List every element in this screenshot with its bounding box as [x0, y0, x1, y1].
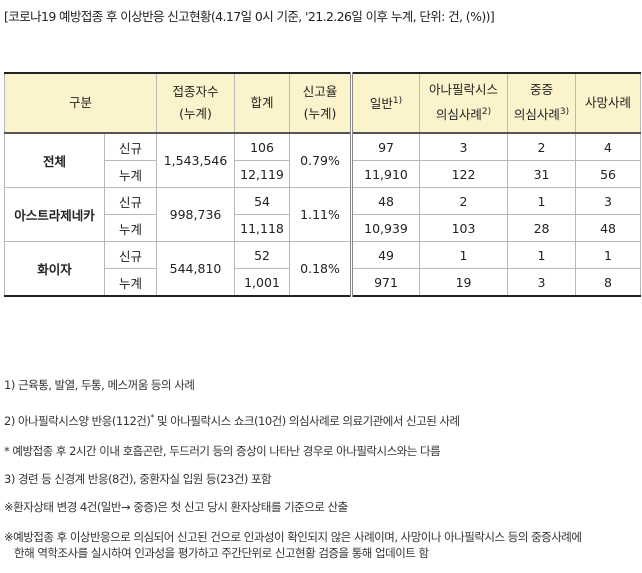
- cell-total: 54: [234, 187, 291, 215]
- footnote-1: 1) 근육통, 발열, 두통, 메스꺼움 등의 사례: [4, 378, 195, 392]
- cell-death: 3: [575, 187, 642, 215]
- cell-death: 4: [575, 132, 642, 161]
- cell-severe: 1: [507, 241, 577, 269]
- header-anaphylaxis: 아나필락시스 의심사례2): [419, 72, 509, 134]
- cell-rate: 0.18%: [289, 241, 353, 297]
- row-group-name: 화이자: [4, 241, 105, 297]
- header-death: 사망사례: [575, 72, 642, 134]
- header-anaphylaxis-line2: 의심사례2): [421, 101, 507, 126]
- cell-general: 48: [350, 187, 421, 215]
- cell-severe: 2: [507, 132, 577, 161]
- cell-vaccinated: 1,543,546: [156, 132, 236, 188]
- cell-total: 52: [234, 241, 291, 269]
- footnote-final: ※예방접종 후 이상반응으로 의심되어 신고된 건으로 인과성이 확인되지 않은…: [4, 529, 582, 561]
- footnote-final-line2: 한해 역학조사를 실시하여 인과성을 평가하고 주간단위로 신고현황 검증을 통…: [14, 546, 429, 560]
- cell-severe: 1: [507, 187, 577, 215]
- header-severe-line1: 중증: [530, 82, 554, 98]
- footnote-final-line1: ※예방접종 후 이상반응으로 의심되어 신고된 건으로 인과성이 확인되지 않은…: [4, 530, 582, 544]
- cell-general: 97: [350, 132, 421, 161]
- cell-rate: 1.11%: [289, 187, 353, 242]
- report-title: [코로나19 예방접종 후 이상반응 신고현황(4.17일 0시 기준, '21…: [4, 9, 495, 24]
- cell-severe: 31: [507, 160, 577, 188]
- cell-death: 56: [575, 160, 642, 188]
- row-sub-label: 신규: [103, 241, 158, 269]
- row-sub-label: 신규: [103, 187, 158, 215]
- row-sub-label: 신규: [103, 132, 158, 161]
- header-anaphylaxis-footnote: 2): [481, 107, 492, 118]
- header-anaphylaxis-line2-text: 의심사례: [435, 107, 482, 123]
- cell-vaccinated: 544,810: [156, 241, 236, 297]
- table-row: 전체 신규 1,543,546 106 0.79% 97 3 2 4: [4, 132, 642, 188]
- footnote-star: * 예방접종 후 2시간 이내 호흡곤란, 두드러기 등의 증상이 나타난 경우…: [4, 444, 441, 458]
- row-group-name: 전체: [4, 132, 105, 188]
- cell-vaccinated: 998,736: [156, 187, 236, 242]
- header-rate: 신고율 (누계): [289, 72, 353, 134]
- header-general-label: 일반: [369, 96, 393, 112]
- footnote-2-star: *: [150, 413, 154, 423]
- cell-rate: 0.79%: [289, 132, 353, 188]
- cell-death: 1: [575, 241, 642, 269]
- footnote-status-change: ※환자상태 변경 4건(일반→ 중증)은 첫 신고 당시 환자상태를 기준으로 …: [4, 500, 348, 514]
- cell-death: 48: [575, 214, 642, 242]
- footnote-3: 3) 경련 등 신경계 반응(8건), 중환자실 입원 등(23건) 포함: [4, 472, 272, 486]
- table-row: 화이자 신규 544,810 52 0.18% 49 1 1 1: [4, 241, 642, 297]
- header-vaccinated-line1: 접종자수: [172, 84, 219, 99]
- header-severe-line2-text: 의심사례: [513, 107, 560, 123]
- table-row: 누계 1,001 971 19 3 8: [5, 268, 642, 297]
- cell-anaphylaxis: 103: [419, 214, 509, 242]
- cell-general: 10,939: [350, 214, 421, 242]
- cell-general: 971: [350, 268, 421, 297]
- row-sub-label: 누계: [103, 160, 158, 188]
- header-rate-line1: 신고율: [302, 84, 338, 99]
- cell-total: 11,118: [234, 214, 291, 242]
- header-vaccinated: 접종자수 (누계): [156, 72, 236, 134]
- header-anaphylaxis-line1: 아나필락시스: [429, 82, 499, 98]
- header-severe: 중증 의심사례3): [507, 72, 577, 134]
- cell-anaphylaxis: 1: [419, 241, 509, 269]
- footnote-2-part1: 2) 아나필락시스양 반응(112건): [4, 414, 151, 428]
- table-row: 누계 12,119 11,910 122 31 56: [5, 160, 642, 188]
- cell-total: 12,119: [234, 160, 291, 188]
- cell-anaphylaxis: 19: [419, 268, 509, 297]
- header-total: 합계: [234, 72, 291, 134]
- cell-total: 106: [234, 132, 291, 161]
- row-sub-label: 누계: [103, 268, 158, 297]
- row-sub-label: 누계: [103, 214, 158, 242]
- header-rate-line2: (누계): [303, 106, 337, 121]
- cell-anaphylaxis: 3: [419, 132, 509, 161]
- adverse-event-table: 구분 접종자수 (누계) 합계 신고율 (누계) 일반1) 아나필락시스 의심사…: [3, 72, 642, 297]
- cell-severe: 3: [507, 268, 577, 297]
- cell-general: 11,910: [350, 160, 421, 188]
- cell-severe: 28: [507, 214, 577, 242]
- row-group-name: 아스트라제네카: [4, 187, 105, 242]
- header-severe-line2: 의심사례3): [509, 101, 575, 126]
- header-general-footnote: 1): [392, 96, 403, 107]
- footnote-2-part2: 및 아나필락시스 쇼크(10건) 의심사례로 의료기관에서 신고된 사례: [153, 414, 460, 428]
- cell-anaphylaxis: 122: [419, 160, 509, 188]
- footnote-2: 2) 아나필락시스양 반응(112건)* 및 아나필락시스 쇼크(10건) 의심…: [4, 413, 460, 429]
- cell-death: 8: [575, 268, 642, 297]
- header-vaccinated-line2: (누계): [179, 106, 212, 121]
- table-row: 누계 11,118 10,939 103 28 48: [5, 214, 642, 242]
- table-row: 아스트라제네카 신규 998,736 54 1.11% 48 2 1 3: [4, 187, 642, 242]
- table-header-row: 구분 접종자수 (누계) 합계 신고율 (누계) 일반1) 아나필락시스 의심사…: [3, 72, 642, 134]
- header-severe-footnote: 3): [559, 107, 570, 118]
- cell-anaphylaxis: 2: [419, 187, 509, 215]
- cell-total: 1,001: [234, 268, 291, 297]
- cell-general: 49: [350, 241, 421, 269]
- header-general: 일반1): [350, 72, 421, 134]
- header-group: 구분: [3, 72, 158, 134]
